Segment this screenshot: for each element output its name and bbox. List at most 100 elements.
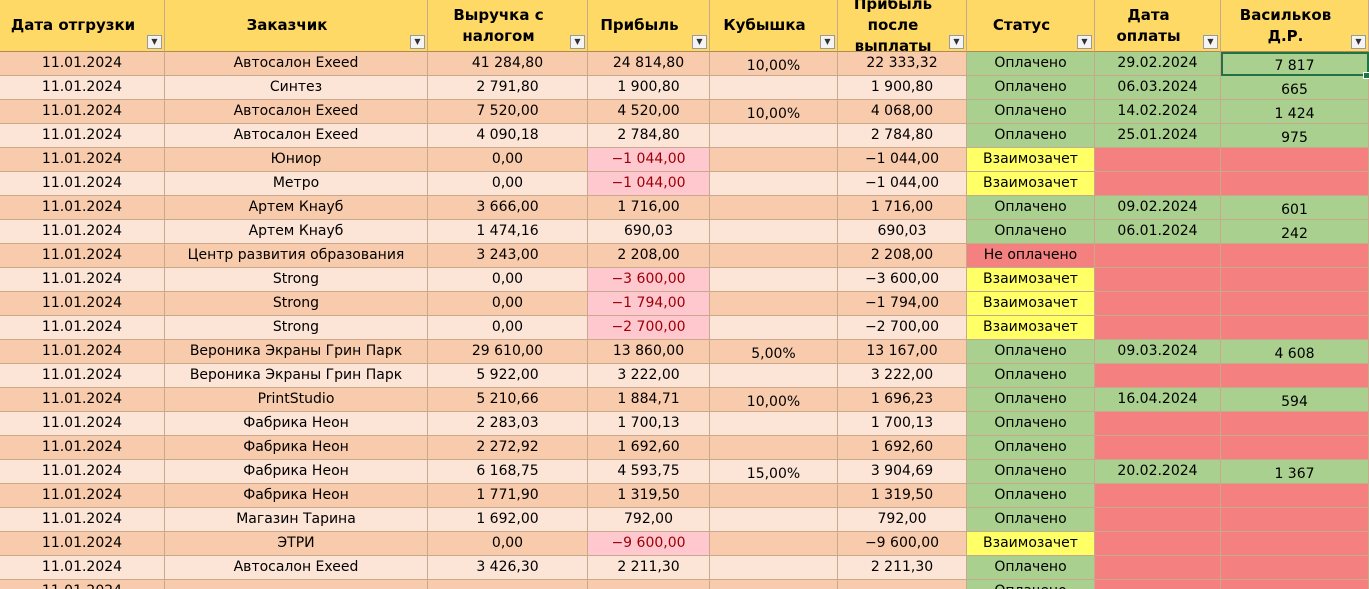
vasilkov-cell[interactable] (1221, 268, 1369, 292)
profit-after-payout-cell[interactable]: 690,03 (838, 220, 967, 244)
profit-after-payout-cell[interactable]: 2 784,80 (838, 124, 967, 148)
profit-cell[interactable]: 690,03 (588, 220, 710, 244)
vasilkov-cell[interactable]: 594 (1221, 388, 1369, 412)
customer-cell[interactable]: Strong (165, 292, 428, 316)
vasilkov-cell[interactable] (1221, 556, 1369, 580)
profit-after-payout-cell[interactable]: −2 700,00 (838, 316, 967, 340)
customer-cell[interactable]: Фабрика Неон (165, 484, 428, 508)
filter-dropdown-icon[interactable]: ▼ (570, 35, 585, 49)
vasilkov-cell[interactable] (1221, 508, 1369, 532)
piggy-bank-cell[interactable] (710, 556, 838, 580)
payment-date-cell[interactable] (1095, 244, 1221, 268)
payment-date-cell[interactable]: 09.02.2024 (1095, 196, 1221, 220)
payment-date-cell[interactable]: 06.01.2024 (1095, 220, 1221, 244)
revenue-cell[interactable]: 2 791,80 (428, 76, 588, 100)
profit-cell[interactable]: 1 884,71 (588, 388, 710, 412)
revenue-cell[interactable]: 1 771,90 (428, 484, 588, 508)
revenue-cell[interactable]: 0,00 (428, 532, 588, 556)
vasilkov-cell[interactable]: 1 367 (1221, 460, 1369, 484)
header-revenue[interactable]: Выручка с налогом ▼ (428, 0, 588, 52)
date-cell[interactable]: 11.01.2024 (0, 556, 165, 580)
vasilkov-cell[interactable]: 242 (1221, 220, 1369, 244)
piggy-bank-cell[interactable] (710, 292, 838, 316)
header-status[interactable]: Статус ▼ (967, 0, 1095, 52)
date-cell[interactable]: 11.01.2024 (0, 292, 165, 316)
fill-handle[interactable] (1363, 72, 1369, 79)
header-profit[interactable]: Прибыль ▼ (588, 0, 710, 52)
customer-cell[interactable]: ЭТРИ (165, 532, 428, 556)
status-cell[interactable]: Оплачено (967, 364, 1095, 388)
profit-cell[interactable]: 1 900,80 (588, 76, 710, 100)
filter-dropdown-icon[interactable]: ▼ (949, 35, 964, 49)
profit-after-payout-cell[interactable]: 3 222,00 (838, 364, 967, 388)
vasilkov-cell[interactable] (1221, 316, 1369, 340)
revenue-cell[interactable]: 4 090,18 (428, 124, 588, 148)
payment-date-cell[interactable] (1095, 436, 1221, 460)
vasilkov-cell[interactable]: 665 (1221, 76, 1369, 100)
vasilkov-cell[interactable] (1221, 172, 1369, 196)
payment-date-cell[interactable] (1095, 172, 1221, 196)
piggy-bank-cell[interactable] (710, 124, 838, 148)
status-cell[interactable]: Взаимозачет (967, 316, 1095, 340)
filter-dropdown-icon[interactable]: ▼ (1077, 35, 1092, 49)
payment-date-cell[interactable] (1095, 484, 1221, 508)
customer-cell[interactable]: Фабрика Неон (165, 436, 428, 460)
customer-cell[interactable]: Артем Кнауб (165, 220, 428, 244)
revenue-cell[interactable]: 3 243,00 (428, 244, 588, 268)
revenue-cell[interactable]: 2 272,92 (428, 436, 588, 460)
filter-dropdown-icon[interactable]: ▼ (692, 35, 707, 49)
piggy-bank-cell[interactable]: 10,00% (710, 52, 838, 76)
revenue-cell[interactable] (428, 580, 588, 589)
vasilkov-cell[interactable]: 975 (1221, 124, 1369, 148)
status-cell[interactable]: Оплачено (967, 220, 1095, 244)
payment-date-cell[interactable] (1095, 532, 1221, 556)
header-vasilkov[interactable]: Васильков Д.Р. ▼ (1221, 0, 1369, 52)
status-cell[interactable]: Оплачено (967, 340, 1095, 364)
date-cell[interactable]: 11.01.2024 (0, 244, 165, 268)
customer-cell[interactable]: Синтез (165, 76, 428, 100)
piggy-bank-cell[interactable] (710, 76, 838, 100)
payment-date-cell[interactable]: 06.03.2024 (1095, 76, 1221, 100)
payment-date-cell[interactable] (1095, 148, 1221, 172)
date-cell[interactable]: 11.01.2024 (0, 172, 165, 196)
profit-after-payout-cell[interactable]: 1 692,60 (838, 436, 967, 460)
piggy-bank-cell[interactable] (710, 196, 838, 220)
customer-cell[interactable]: Юниор (165, 148, 428, 172)
profit-cell[interactable]: 2 784,80 (588, 124, 710, 148)
vasilkov-cell[interactable]: 1 424 (1221, 100, 1369, 124)
date-cell[interactable]: 11.01.2024 (0, 484, 165, 508)
piggy-bank-cell[interactable] (710, 364, 838, 388)
payment-date-cell[interactable]: 09.03.2024 (1095, 340, 1221, 364)
date-cell[interactable]: 11.01.2024 (0, 268, 165, 292)
profit-after-payout-cell[interactable]: 1 716,00 (838, 196, 967, 220)
date-cell[interactable]: 11.01.2024 (0, 364, 165, 388)
date-cell[interactable]: 11.01.2024 (0, 100, 165, 124)
profit-after-payout-cell[interactable]: −1 794,00 (838, 292, 967, 316)
customer-cell[interactable]: Автосалон Exeed (165, 124, 428, 148)
piggy-bank-cell[interactable]: 15,00% (710, 460, 838, 484)
date-cell[interactable]: 11.01.2024 (0, 196, 165, 220)
profit-cell[interactable]: 792,00 (588, 508, 710, 532)
profit-cell[interactable]: 3 222,00 (588, 364, 710, 388)
piggy-bank-cell[interactable] (710, 436, 838, 460)
revenue-cell[interactable]: 29 610,00 (428, 340, 588, 364)
piggy-bank-cell[interactable] (710, 268, 838, 292)
customer-cell[interactable]: Автосалон Exeed (165, 556, 428, 580)
revenue-cell[interactable]: 7 520,00 (428, 100, 588, 124)
vasilkov-cell[interactable] (1221, 244, 1369, 268)
status-cell[interactable]: Оплачено (967, 556, 1095, 580)
piggy-bank-cell[interactable] (710, 244, 838, 268)
vasilkov-cell[interactable] (1221, 484, 1369, 508)
profit-after-payout-cell[interactable] (838, 580, 967, 589)
profit-after-payout-cell[interactable]: 1 696,23 (838, 388, 967, 412)
date-cell[interactable]: 11.01.2024 (0, 52, 165, 76)
profit-cell[interactable]: −1 044,00 (588, 172, 710, 196)
status-cell[interactable]: Оплачено (967, 124, 1095, 148)
profit-cell[interactable]: 1 692,60 (588, 436, 710, 460)
profit-cell[interactable]: −1 044,00 (588, 148, 710, 172)
profit-cell[interactable]: −9 600,00 (588, 532, 710, 556)
payment-date-cell[interactable] (1095, 580, 1221, 589)
status-cell[interactable]: Не оплачено (967, 244, 1095, 268)
status-cell[interactable]: Оплачено (967, 100, 1095, 124)
customer-cell[interactable]: Фабрика Неон (165, 412, 428, 436)
